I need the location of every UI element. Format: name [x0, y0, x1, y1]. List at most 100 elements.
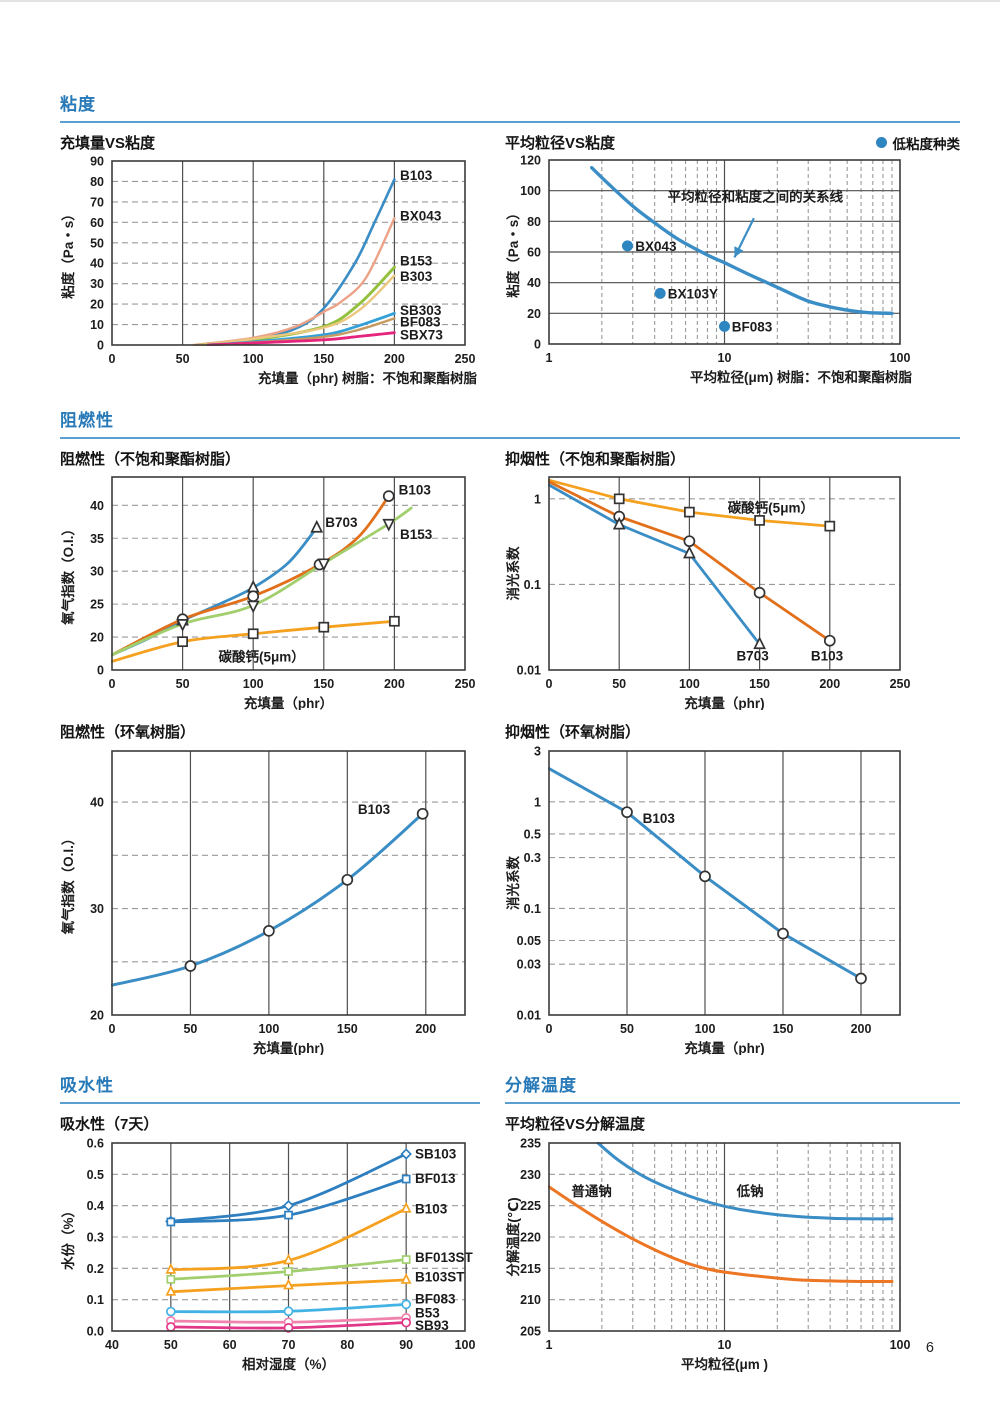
- svg-text:250: 250: [455, 677, 476, 691]
- svg-text:60: 60: [223, 1338, 237, 1352]
- svg-text:50: 50: [612, 677, 626, 691]
- svg-text:BF083: BF083: [415, 1292, 456, 1307]
- svg-text:120: 120: [520, 154, 541, 168]
- legend-dot-icon: [875, 137, 887, 148]
- svg-text:B703: B703: [736, 649, 769, 664]
- smoke-polyester-block: 抑烟性（不饱和聚酯树脂） 碳酸钙(5μm） B703 B103 0 50 100 150 20…: [505, 447, 960, 710]
- svg-text:30: 30: [90, 565, 104, 579]
- svg-text:250: 250: [890, 677, 911, 691]
- svg-text:90: 90: [399, 1338, 413, 1352]
- svg-text:1: 1: [546, 351, 553, 365]
- section-rule: [60, 437, 960, 439]
- svg-text:1: 1: [546, 1338, 553, 1352]
- svg-text:氧气指数（O.I.）: 氧气指数（O.I.）: [60, 832, 76, 936]
- svg-text:氧气指数（O.I.）: 氧气指数（O.I.）: [60, 522, 76, 626]
- svg-text:SB93: SB93: [415, 1318, 449, 1333]
- svg-text:0.05: 0.05: [517, 934, 541, 948]
- page-content: 粘度 充填量VS粘度 B103 BX043 B153 B303 SB303 BF083 SB…: [60, 90, 960, 1373]
- flame-polyester-block: 阻燃性（不饱和聚酯树脂） B103 B703 B153 碳酸钙(5μm） 0 50 100 1…: [60, 447, 480, 710]
- chart-smoke-suppression-polyester: 碳酸钙(5μm） B703 B103 0 50 100 150 200 250 1 0.1 0.01 充…: [505, 476, 911, 710]
- svg-text:0: 0: [546, 1022, 553, 1036]
- svg-text:20: 20: [527, 307, 541, 321]
- svg-text:60: 60: [527, 246, 541, 260]
- svg-text:低钠: 低钠: [736, 1183, 764, 1199]
- svg-text:充填量（phr): 充填量（phr): [684, 695, 764, 710]
- svg-text:0.5: 0.5: [87, 1168, 104, 1182]
- svg-text:B53: B53: [415, 1306, 440, 1321]
- svg-text:200: 200: [851, 1022, 872, 1036]
- svg-text:B303: B303: [400, 269, 433, 284]
- section-rule: [60, 121, 960, 123]
- svg-text:215: 215: [520, 1262, 541, 1276]
- chart-flame-retardancy-polyester: B103 B703 B153 碳酸钙(5μm） 0 50 100 150 200 250 0 20 25…: [60, 476, 476, 710]
- svg-text:相对湿度（%）: 相对湿度（%）: [242, 1356, 335, 1372]
- chart-smoke-suppression-epoxy: B103 0 50 100 150 200 3 1 0.5 0.3 0.1 0.05 0.03 0.01 充…: [505, 745, 901, 1055]
- svg-text:0: 0: [97, 339, 104, 353]
- svg-text:200: 200: [819, 677, 840, 691]
- svg-text:0: 0: [546, 677, 553, 691]
- svg-text:100: 100: [243, 677, 264, 691]
- page-top-edge: [0, 0, 1000, 2]
- section-rule: [60, 1102, 480, 1104]
- svg-text:250: 250: [455, 352, 476, 366]
- svg-text:100: 100: [455, 1338, 476, 1352]
- svg-text:B703: B703: [325, 515, 358, 530]
- chart-title-size-vs-viscosity: 平均粒径VS粘度: [505, 135, 616, 152]
- svg-text:0.03: 0.03: [517, 958, 541, 972]
- svg-text:100: 100: [258, 1022, 279, 1036]
- svg-text:充填量（phr): 充填量（phr): [684, 1040, 764, 1055]
- svg-text:20: 20: [90, 298, 104, 312]
- svg-text:BF083: BF083: [732, 320, 773, 335]
- svg-text:150: 150: [773, 1022, 794, 1036]
- flame-epoxy-block: 阻燃性（环氧树脂） B103 0 50 100 150 200 20 30 40 充填量(phr)…: [60, 720, 480, 1055]
- svg-text:消光系数: 消光系数: [505, 856, 521, 910]
- svg-text:BX103Y: BX103Y: [668, 287, 718, 302]
- svg-text:0.2: 0.2: [87, 1262, 104, 1276]
- svg-text:B103: B103: [358, 802, 391, 817]
- svg-text:平均粒径(μm) 树脂：不饱和聚酯树脂: 平均粒径(μm) 树脂：不饱和聚酯树脂: [690, 369, 913, 385]
- svg-text:平均粒径和粘度之间的关系线: 平均粒径和粘度之间的关系线: [668, 188, 844, 204]
- svg-text:50: 50: [164, 1338, 178, 1352]
- svg-text:普通钠: 普通钠: [571, 1183, 612, 1199]
- svg-text:充填量(phr): 充填量(phr): [253, 1040, 324, 1055]
- svg-text:200: 200: [415, 1022, 436, 1036]
- fill-vs-viscosity-block: 充填量VS粘度 B103 BX043 B153 B303 SB303 BF083 SBX73…: [60, 131, 480, 392]
- svg-text:0.5: 0.5: [524, 827, 541, 841]
- section-decomposition: 分解温度 平均粒径VS分解温度 普通钠 低钠 1 10 100 205 210 215 220 2…: [505, 1071, 960, 1373]
- svg-text:粘度（Pa・s）: 粘度（Pa・s）: [60, 207, 76, 299]
- svg-text:分解温度(℃): 分解温度(℃): [505, 1197, 521, 1276]
- chart-title-smoke-epoxy: 抑烟性（环氧树脂）: [505, 724, 641, 741]
- svg-text:220: 220: [520, 1231, 541, 1245]
- svg-text:40: 40: [527, 276, 541, 290]
- svg-text:235: 235: [520, 1137, 541, 1151]
- section-title-viscosity: 粘度: [60, 95, 96, 114]
- svg-text:BX043: BX043: [635, 239, 677, 254]
- flame-charts-row-2: 阻燃性（环氧树脂） B103 0 50 100 150 200 20 30 40 充填量(phr)…: [60, 720, 960, 1055]
- svg-text:80: 80: [527, 215, 541, 229]
- svg-text:40: 40: [90, 499, 104, 513]
- svg-text:100: 100: [890, 351, 911, 365]
- svg-text:0.1: 0.1: [524, 578, 541, 592]
- chart-particle-size-vs-viscosity: 平均粒径和粘度之间的关系线 BX043 BX103Y BF083 1 10 100 0 20 40…: [505, 154, 913, 385]
- svg-text:100: 100: [243, 352, 264, 366]
- svg-text:SB103: SB103: [415, 1146, 457, 1161]
- svg-text:0.01: 0.01: [517, 1009, 541, 1023]
- svg-text:BF013ST: BF013ST: [415, 1250, 474, 1265]
- svg-text:0: 0: [109, 677, 116, 691]
- svg-text:粘度（Pa・s）: 粘度（Pa・s）: [505, 206, 521, 298]
- section-water-absorption: 吸水性 吸水性（7天） SB103 BF013 B103 BF013ST B103ST B…: [60, 1071, 480, 1373]
- svg-text:210: 210: [520, 1293, 541, 1307]
- svg-text:碳酸钙(5μm）: 碳酸钙(5μm）: [219, 648, 305, 664]
- chart-title-flame-polyester: 阻燃性（不饱和聚酯树脂）: [60, 451, 241, 468]
- svg-text:B103: B103: [400, 168, 433, 183]
- chart-title-fill-vs-viscosity: 充填量VS粘度: [60, 135, 156, 152]
- section-viscosity: 粘度 充填量VS粘度 B103 BX043 B153 B303 SB303 BF083 SB…: [60, 90, 960, 392]
- svg-text:70: 70: [90, 195, 104, 209]
- section-rule: [505, 1102, 960, 1104]
- svg-text:50: 50: [620, 1022, 634, 1036]
- legend-label: 低粘度种类: [892, 136, 961, 152]
- svg-text:35: 35: [90, 532, 104, 546]
